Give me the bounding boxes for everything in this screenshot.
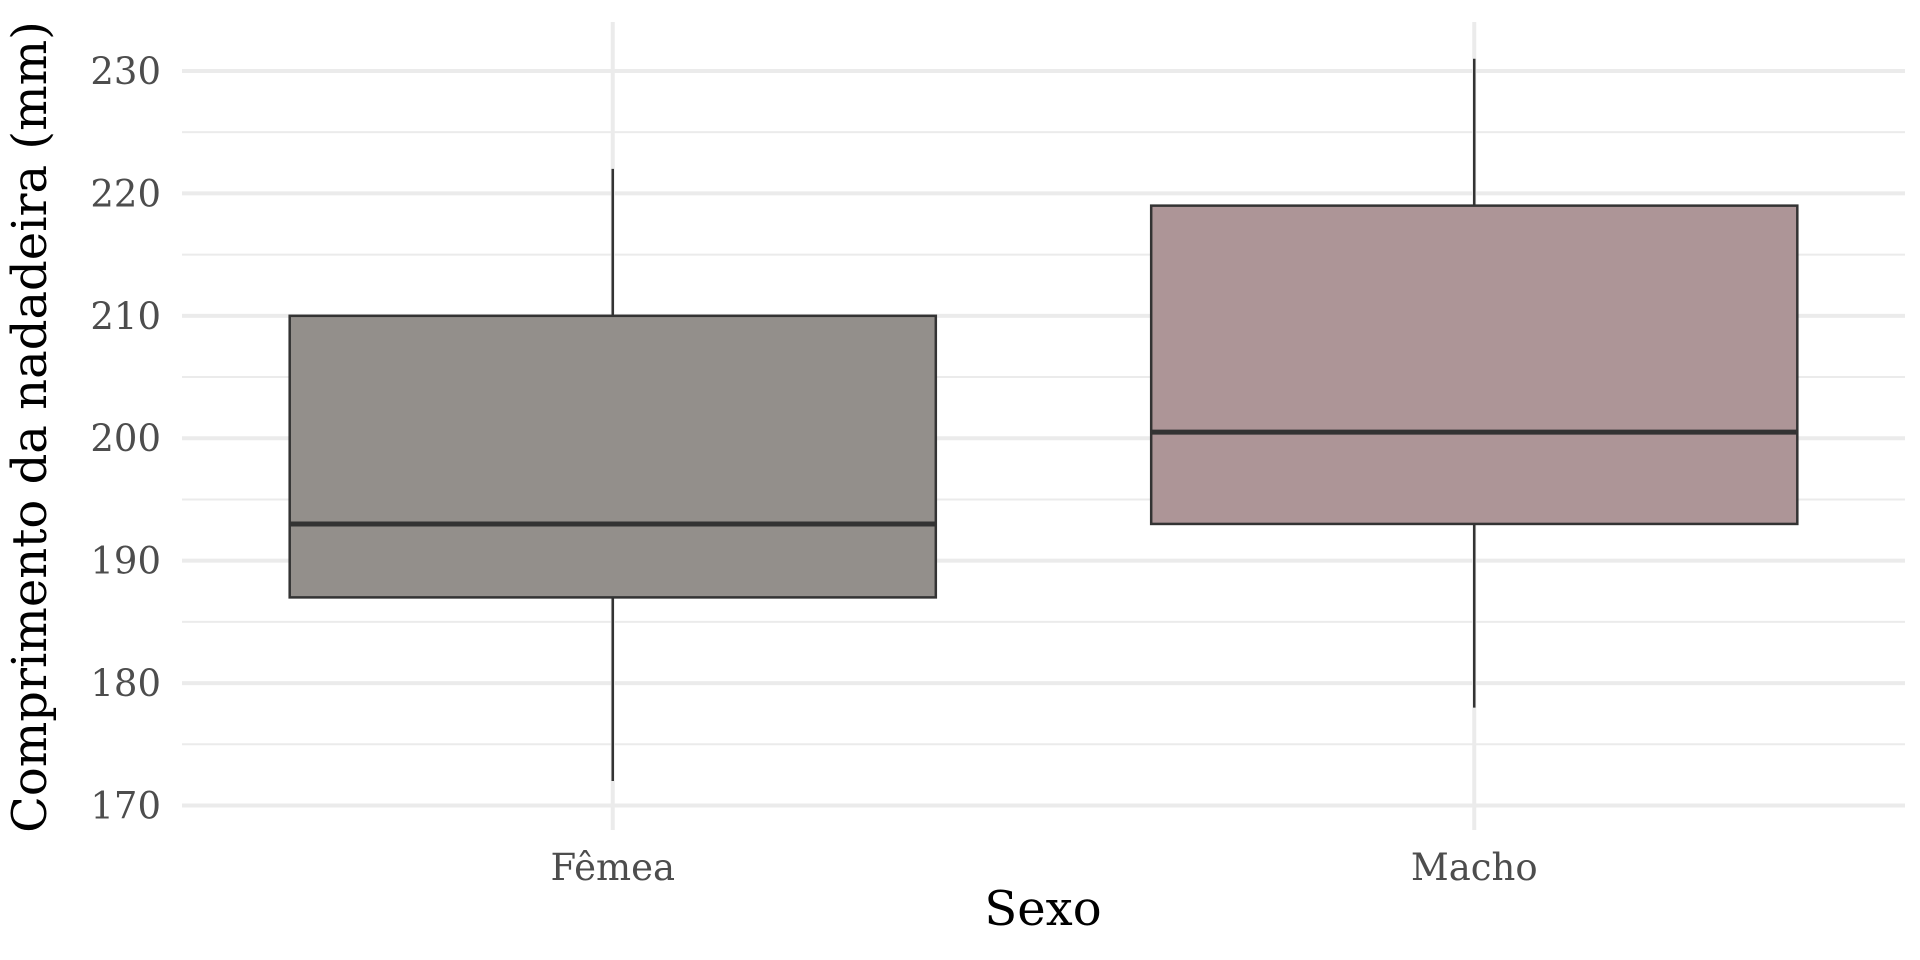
x-axis-title: Sexo — [984, 881, 1101, 937]
x-tick-label: Macho — [1411, 846, 1538, 889]
y-tick-label: 170 — [90, 785, 161, 828]
y-axis-title: Comprimento da nadadeira (mm) — [2, 21, 58, 833]
x-tick-labels: Fêmea Macho — [550, 846, 1537, 889]
y-tick-label: 210 — [90, 295, 161, 338]
y-tick-label: 180 — [90, 662, 161, 705]
y-tick-label: 190 — [90, 540, 161, 583]
box-iqr — [288, 314, 938, 599]
y-tick-label: 200 — [90, 417, 161, 460]
x-tick-label: Fêmea — [550, 846, 675, 889]
box-iqr — [1149, 204, 1799, 526]
box-macho — [1149, 58, 1799, 708]
boxes-layer — [288, 58, 1799, 782]
y-tick-label: 220 — [90, 172, 161, 215]
y-tick-label: 230 — [90, 50, 161, 93]
box-femea — [288, 168, 938, 782]
y-tick-labels: 170 180 190 200 210 220 230 — [90, 50, 161, 828]
